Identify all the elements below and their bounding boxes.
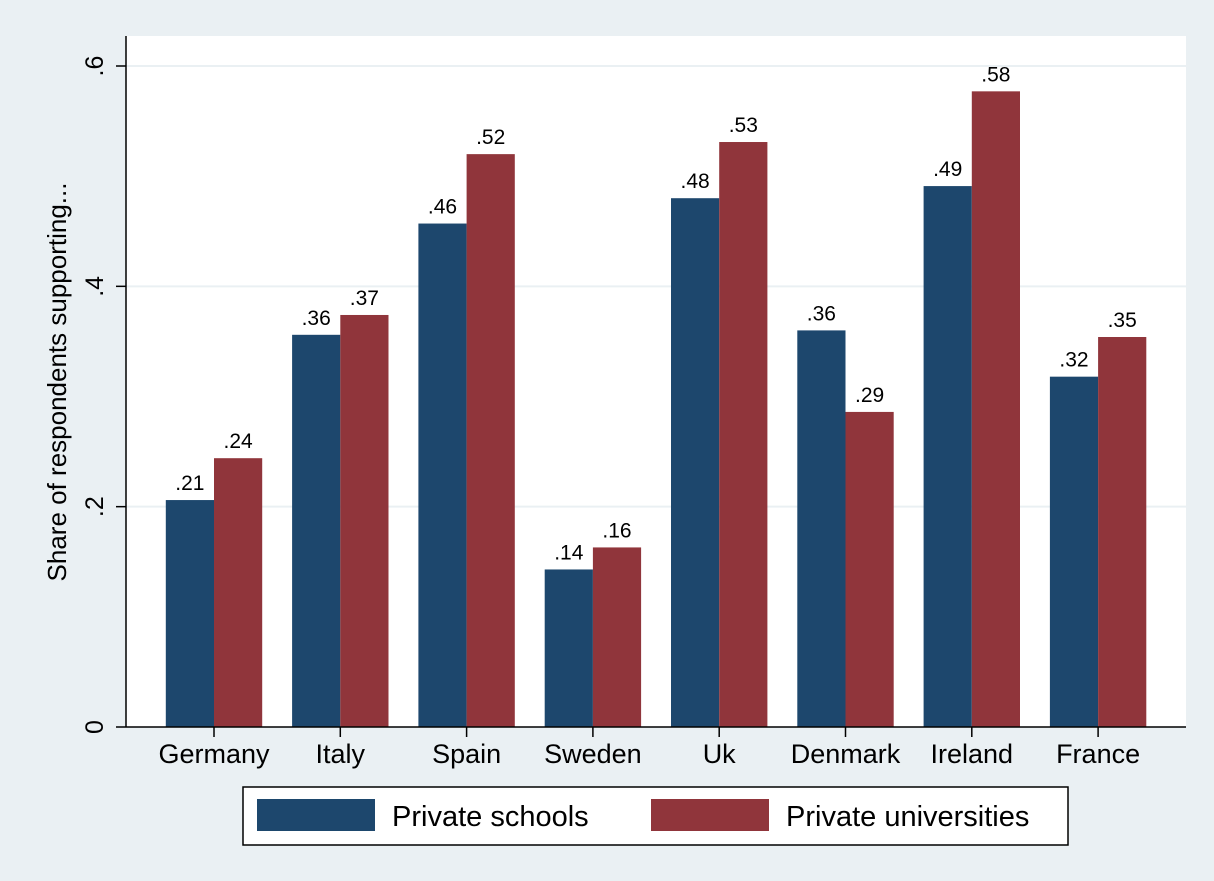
- bar-spain-universities: [466, 154, 515, 728]
- x-axis: Germany Italy Spain Sweden Uk Denmark Ireland F…: [126, 726, 1186, 769]
- data-label-ireland-schools: .49: [933, 158, 962, 181]
- x-tick-label-italy: Italy: [316, 739, 366, 769]
- y-tick-label-0: 0: [81, 720, 109, 734]
- data-label-germany-universities: .24: [223, 430, 253, 453]
- legend-label-universities: Private universities: [786, 801, 1029, 833]
- legend-label-schools: Private schools: [392, 801, 589, 833]
- bar-spain-schools: [418, 223, 467, 727]
- legend: Private schools Private universities: [242, 786, 1069, 846]
- data-label-italy-schools: .36: [302, 307, 331, 330]
- data-label-denmark-universities: .29: [855, 384, 884, 407]
- data-label-germany-schools: .21: [175, 472, 204, 495]
- data-label-uk-schools: .48: [680, 170, 709, 193]
- legend-swatch-schools: [257, 799, 375, 831]
- bars: [165, 91, 1147, 728]
- bar-ireland-schools: [923, 186, 972, 727]
- y-axis-title: Share of respondents supporting...: [42, 183, 72, 582]
- data-label-denmark-schools: .36: [807, 302, 836, 325]
- bar-uk-schools: [671, 198, 720, 727]
- data-label-sweden-universities: .16: [602, 519, 631, 542]
- y-tick-label-2: .4: [81, 276, 109, 297]
- bar-france-universities: [1098, 337, 1147, 727]
- data-label-sweden-schools: .14: [554, 541, 584, 564]
- bar-italy-universities: [340, 314, 389, 727]
- bar-france-schools: [1049, 376, 1099, 727]
- x-tick-label-denmark: Denmark: [791, 739, 901, 769]
- bar-italy-schools: [292, 334, 341, 727]
- y-tick-label-1: .2: [81, 496, 109, 517]
- data-label-spain-universities: .52: [476, 126, 505, 149]
- bar-denmark-universities: [845, 411, 894, 727]
- bar-denmark-schools: [797, 330, 846, 727]
- data-label-spain-schools: .46: [428, 196, 457, 219]
- plot-area: [126, 36, 1186, 727]
- data-label-france-universities: .35: [1108, 309, 1137, 332]
- bar-sweden-schools: [544, 569, 593, 727]
- x-tick-label-sweden: Sweden: [544, 739, 642, 769]
- bar-germany-universities: [214, 458, 263, 727]
- y-tick-label-3: .6: [81, 56, 109, 77]
- x-tick-label-france: France: [1056, 739, 1140, 769]
- bar-uk-universities: [719, 142, 768, 727]
- data-label-uk-universities: .53: [729, 114, 758, 137]
- data-label-italy-universities: .37: [350, 287, 379, 310]
- legend-swatch-universities: [651, 799, 769, 831]
- bar-ireland-universities: [971, 91, 1020, 728]
- data-label-ireland-universities: .58: [981, 63, 1010, 86]
- y-axis: 0 .2 .4 .6: [81, 36, 127, 734]
- data-label-france-schools: .32: [1059, 349, 1088, 372]
- bar-sweden-universities: [592, 547, 642, 727]
- x-tick-label-germany: Germany: [158, 739, 270, 769]
- bar-germany-schools: [165, 500, 214, 727]
- x-tick-label-ireland: Ireland: [931, 739, 1014, 769]
- x-tick-label-uk: Uk: [703, 739, 736, 769]
- x-tick-label-spain: Spain: [432, 739, 501, 769]
- data-labels: .21 .24 .36 .37 .46 .52 .14 .16 .48 .53 .36 .29 .49.…: [175, 63, 1137, 564]
